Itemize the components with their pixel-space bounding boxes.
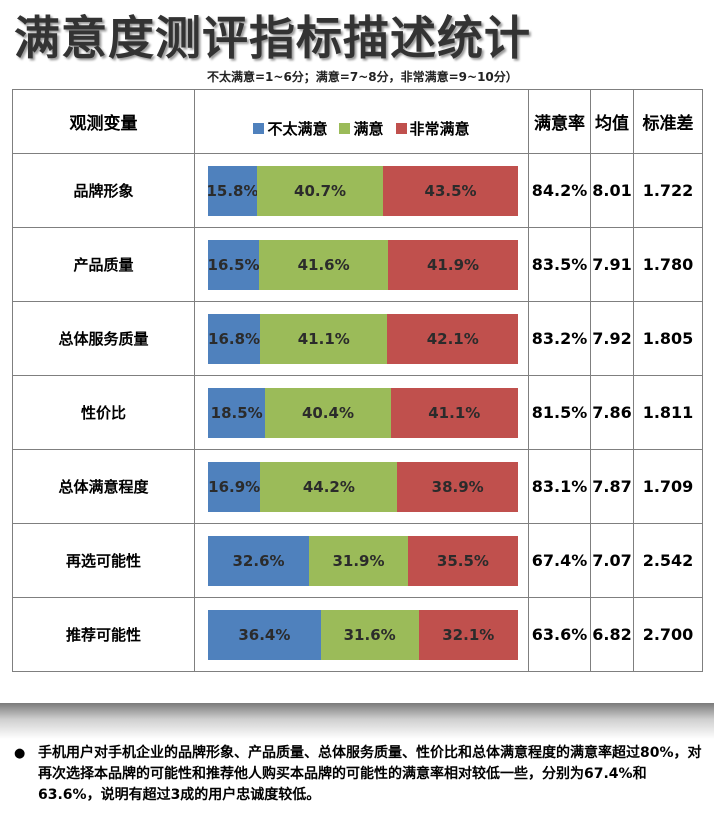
stacked-bar: 15.8% 40.7% 43.5%	[206, 165, 518, 216]
bar-segment: 31.6%	[320, 609, 419, 660]
stacked-bar: 18.5% 40.4% 41.1%	[208, 387, 518, 438]
summary-note: ● 手机用户对手机企业的品牌形象、产品质量、总体服务质量、性价比和总体满意程度的满…	[14, 743, 704, 806]
bar-cell: 16.5% 41.6% 41.9%	[194, 227, 529, 302]
bar-segment: 32.6%	[208, 535, 310, 586]
bar-cell: 18.5% 40.4% 41.1%	[194, 375, 529, 450]
mean-value: 7.92	[590, 301, 634, 376]
chart-legend: 不太满意 满意 非常满意	[195, 118, 528, 139]
header-mean: 均值	[590, 89, 634, 154]
table-row: 推荐可能性 36.4% 31.6% 32.1% 63.6% 6.82 2.700	[12, 597, 703, 672]
bar-segment: 38.9%	[397, 461, 518, 512]
bullet-icon: ●	[14, 746, 26, 761]
std-value: 1.709	[633, 449, 703, 524]
mean-value: 7.91	[590, 227, 634, 302]
bar-segment: 41.1%	[390, 387, 518, 438]
bar-segment: 31.9%	[309, 535, 408, 586]
rate-value: 84.2%	[528, 153, 591, 228]
footer-band	[0, 703, 714, 739]
rate-value: 63.6%	[528, 597, 591, 672]
stacked-bar: 16.5% 41.6% 41.9%	[208, 239, 518, 290]
category-label: 性价比	[12, 375, 195, 450]
page-title: 满意度测评指标描述统计	[14, 11, 531, 65]
table-body: 品牌形象 15.8% 40.7% 43.5% 84.2% 8.01 1.722 产品质量 16.…	[12, 153, 703, 672]
bar-segment: 16.8%	[208, 313, 261, 364]
mean-value: 7.87	[590, 449, 634, 524]
bar-cell: 15.8% 40.7% 43.5%	[194, 153, 529, 228]
rate-value: 81.5%	[528, 375, 591, 450]
bar-segment: 41.9%	[388, 239, 518, 290]
bar-cell: 16.8% 41.1% 42.1%	[194, 301, 529, 376]
bar-cell: 16.9% 44.2% 38.9%	[194, 449, 529, 524]
std-value: 1.805	[633, 301, 703, 376]
category-label: 产品质量	[12, 227, 195, 302]
std-value: 1.811	[633, 375, 703, 450]
legend-item: 不太满意	[253, 118, 327, 139]
rate-value: 83.5%	[528, 227, 591, 302]
legend-swatch	[253, 123, 265, 134]
bar-segment: 16.9%	[208, 461, 261, 512]
rate-value: 67.4%	[528, 523, 591, 598]
bar-cell: 36.4% 31.6% 32.1%	[194, 597, 529, 672]
bar-segment: 40.7%	[256, 165, 384, 216]
bar-segment: 44.2%	[260, 461, 398, 512]
std-value: 1.722	[633, 153, 703, 228]
legend-label: 不太满意	[267, 120, 328, 138]
stacked-bar: 16.8% 41.1% 42.1%	[208, 313, 518, 364]
stacked-bar: 32.6% 31.9% 35.5%	[208, 535, 518, 586]
rate-value: 83.1%	[528, 449, 591, 524]
bar-segment: 40.4%	[265, 387, 391, 438]
bar-segment: 36.4%	[208, 609, 321, 660]
bar-segment: 15.8%	[206, 165, 259, 216]
mean-value: 7.86	[590, 375, 634, 450]
category-label: 品牌形象	[12, 153, 195, 228]
bar-segment: 18.5%	[208, 387, 266, 438]
table-row: 再选可能性 32.6% 31.9% 35.5% 67.4% 7.07 2.542	[12, 523, 703, 598]
legend-item: 非常满意	[395, 118, 470, 139]
category-label: 再选可能性	[12, 523, 195, 598]
header-std: 标准差	[633, 89, 703, 154]
mean-value: 8.01	[590, 153, 634, 228]
table-row: 总体满意程度 16.9% 44.2% 38.9% 83.1% 7.87 1.709	[12, 449, 703, 524]
stacked-bar: 36.4% 31.6% 32.1%	[208, 609, 518, 660]
bar-segment: 43.5%	[383, 165, 518, 216]
std-value: 2.542	[633, 523, 703, 598]
std-value: 2.700	[633, 597, 703, 672]
table-row: 产品质量 16.5% 41.6% 41.9% 83.5% 7.91 1.780	[12, 227, 703, 302]
header-row: 观测变量 不太满意 满意 非常满意 满意率 均值 标准差	[12, 89, 703, 154]
table-row: 性价比 18.5% 40.4% 41.1% 81.5% 7.86 1.811	[12, 375, 703, 450]
legend-swatch	[395, 123, 407, 134]
table-row: 品牌形象 15.8% 40.7% 43.5% 84.2% 8.01 1.722	[12, 153, 703, 228]
bar-segment: 41.1%	[260, 313, 388, 364]
category-label: 总体满意程度	[12, 449, 195, 524]
category-label: 总体服务质量	[12, 301, 195, 376]
bar-segment: 42.1%	[387, 313, 518, 364]
stacked-bar: 16.9% 44.2% 38.9%	[208, 461, 518, 512]
legend-label: 满意	[353, 120, 384, 138]
bar-segment: 35.5%	[407, 535, 518, 586]
legend-label: 非常满意	[409, 120, 470, 138]
mean-value: 6.82	[590, 597, 634, 672]
rate-value: 83.2%	[528, 301, 591, 376]
category-label: 推荐可能性	[12, 597, 195, 672]
bar-segment: 16.5%	[208, 239, 260, 290]
legend-item: 满意	[339, 118, 384, 139]
summary-text: 手机用户对手机企业的品牌形象、产品质量、总体服务质量、性价比和总体满意程度的满意…	[38, 745, 702, 803]
stats-table: 观测变量 不太满意 满意 非常满意 满意率 均值 标准差 品牌形象 15.8% 40.7…	[12, 89, 703, 672]
mean-value: 7.07	[590, 523, 634, 598]
header-rate: 满意率	[528, 89, 591, 154]
scale-note: 不太满意=1~6分；满意=7~8分，非常满意=9~10分）	[207, 70, 518, 84]
bar-segment: 41.6%	[259, 239, 389, 290]
bar-segment: 32.1%	[418, 609, 518, 660]
header-legend: 不太满意 满意 非常满意	[194, 89, 529, 154]
table-row: 总体服务质量 16.8% 41.1% 42.1% 83.2% 7.92 1.805	[12, 301, 703, 376]
bar-cell: 32.6% 31.9% 35.5%	[194, 523, 529, 598]
legend-swatch	[339, 123, 351, 134]
std-value: 1.780	[633, 227, 703, 302]
header-variable: 观测变量	[12, 89, 195, 154]
